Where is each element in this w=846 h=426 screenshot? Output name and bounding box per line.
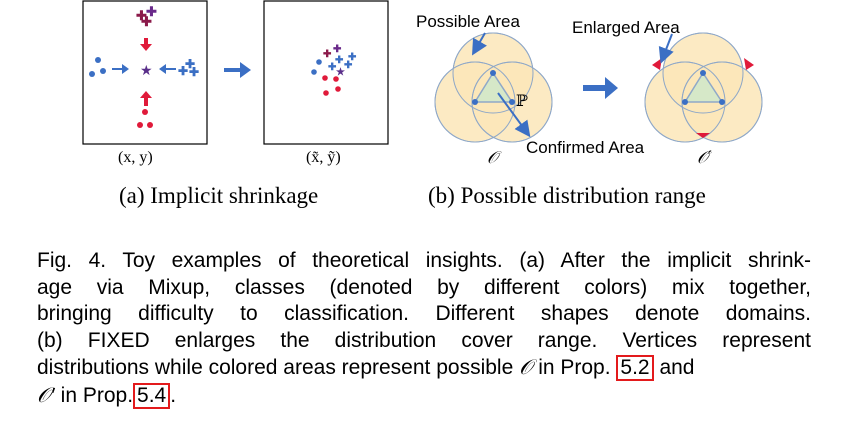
- mixed-cluster: ✚ ✚ ✚ ✚ ✚ ✚ ★: [311, 44, 357, 96]
- triangle-O-prime: [683, 71, 724, 103]
- red-up-arrow: [140, 91, 152, 106]
- caption-line-5-and: and: [659, 356, 695, 379]
- possible-area-pointer: [471, 32, 487, 56]
- caption-period: .: [170, 383, 177, 407]
- panel-b-left-diagram: ℙ: [434, 32, 553, 143]
- enlarged-area-label: Enlarged Area: [572, 18, 680, 37]
- caption-line-6-prop: in Prop.: [60, 383, 134, 407]
- figure-caption: Fig. 4. Toy examples of theoretical insi…: [37, 248, 811, 409]
- enlarged-sliver-right: [744, 58, 754, 70]
- panel-a-right-label: (x̃, ỹ): [306, 149, 341, 166]
- enlarged-sliver-left: [652, 58, 662, 70]
- caption-line-2: age via Mixup, classes (denoted by diffe…: [37, 275, 811, 299]
- caption-line-1: Fig. 4. Toy examples of theoretical insi…: [37, 249, 811, 272]
- caption-line-6: 𝒪′ in Prop. 5.4.: [37, 382, 811, 410]
- triangle-O: [473, 71, 514, 103]
- O-label: 𝒪: [487, 148, 502, 168]
- panel-b-right-diagram: [644, 32, 763, 143]
- transform-arrow: [224, 62, 251, 78]
- center-star: ★: [140, 62, 153, 78]
- figure: ✚ ✚ ✚ ★ ✚ ✚ ✚: [82, 0, 763, 168]
- confirmed-area-label: Confirmed Area: [526, 138, 645, 157]
- possible-area-label: Possible Area: [416, 12, 520, 31]
- panel-a-right-box: ✚ ✚ ✚ ✚ ✚ ✚ ★: [263, 0, 389, 145]
- caption-line-5-text: distributions while colored areas repres…: [37, 356, 514, 379]
- top-cluster: ✚ ✚ ✚: [136, 4, 157, 29]
- enlarged-sliver-bottom: [696, 133, 710, 138]
- svg-text:✚: ✚: [323, 49, 332, 60]
- red-down-arrow: [140, 38, 152, 51]
- svg-text:✚: ✚: [136, 8, 147, 23]
- svg-text:✚: ✚: [178, 64, 188, 78]
- svg-text:✚: ✚: [333, 44, 342, 55]
- svg-text:✚: ✚: [185, 57, 195, 71]
- svg-text:★: ★: [336, 67, 345, 78]
- svg-text:✚: ✚: [335, 55, 344, 66]
- caption-line-3: bringing difficulty to classification. D…: [37, 302, 811, 325]
- prop-5-2-link[interactable]: 5.2: [616, 355, 654, 381]
- svg-text:✚: ✚: [348, 52, 357, 63]
- svg-text:✚: ✚: [146, 4, 157, 19]
- svg-text:✚: ✚: [344, 60, 353, 71]
- svg-text:✚: ✚: [189, 65, 199, 79]
- svg-text:✚: ✚: [141, 14, 152, 29]
- caption-line-5-prop: in Prop.: [538, 356, 611, 379]
- O-prime-label: 𝒪′: [697, 148, 712, 168]
- subcaption-b: (b) Possible distribution range: [428, 183, 706, 208]
- P-symbol: ℙ: [516, 91, 528, 110]
- svg-text:✚: ✚: [328, 62, 337, 73]
- panel-a-left-label: (x, y): [118, 149, 153, 166]
- subcaption-a: (a) Implicit shrinkage: [119, 183, 319, 208]
- caption-O-prime-symbol: 𝒪′: [37, 382, 55, 407]
- caption-O-symbol: 𝒪: [519, 355, 533, 379]
- bottom-cluster: [137, 109, 153, 128]
- enlarged-area-pointer: [658, 33, 674, 64]
- caption-line-5: distributions while colored areas repres…: [37, 354, 811, 382]
- panel-a-left-box: ✚ ✚ ✚ ★ ✚ ✚ ✚: [82, 0, 208, 145]
- blue-right-arrow: [112, 64, 129, 74]
- blue-left-arrow: [159, 64, 176, 74]
- enlarge-arrow: [583, 77, 618, 99]
- confirmed-area-pointer: [497, 92, 531, 138]
- prop-5-4-link[interactable]: 5.4: [133, 382, 171, 409]
- right-cluster: ✚ ✚ ✚: [178, 57, 199, 79]
- caption-line-4: (b) FIXED enlarges the distribution cove…: [37, 328, 811, 352]
- left-cluster: [89, 57, 106, 77]
